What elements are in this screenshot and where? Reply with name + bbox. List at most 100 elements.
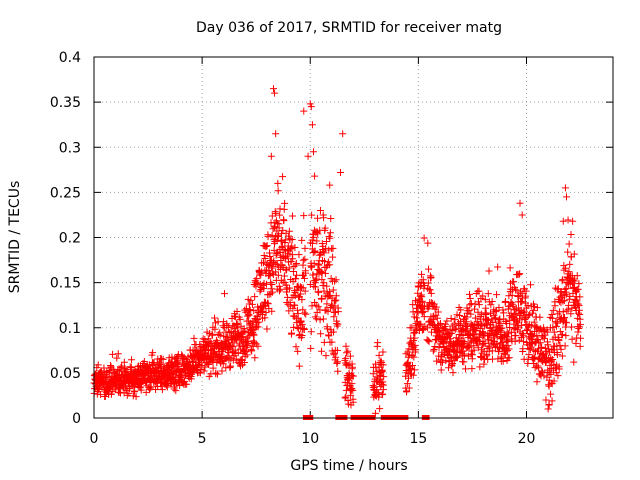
data-point: [301, 255, 309, 263]
data-point: [432, 303, 440, 311]
data-point: [261, 254, 269, 262]
data-point: [326, 261, 334, 269]
data-point: [424, 279, 432, 287]
data-point: [261, 314, 269, 322]
data-point: [538, 367, 546, 375]
data-point: [533, 323, 541, 331]
y-tick-label: 0.3: [59, 140, 81, 156]
data-point: [488, 347, 496, 355]
data-point: [572, 339, 580, 347]
data-point: [566, 260, 574, 268]
data-point: [345, 376, 353, 384]
data-point: [285, 227, 293, 235]
data-point: [503, 336, 511, 344]
data-point: [244, 338, 252, 346]
data-point: [447, 330, 455, 338]
data-point: [198, 362, 206, 370]
data-point: [369, 370, 377, 378]
data-point: [574, 285, 582, 293]
data-point: [318, 239, 326, 247]
data-point: [461, 365, 469, 373]
data-point: [309, 271, 317, 279]
data-point: [292, 275, 300, 283]
data-point: [218, 367, 226, 375]
data-point: [513, 286, 521, 294]
data-point: [412, 346, 420, 354]
data-point: [500, 309, 508, 317]
data-point: [516, 288, 524, 296]
data-point: [127, 356, 135, 364]
data-point: [308, 211, 316, 219]
data-point: [325, 332, 333, 340]
y-tick-label: 0.4: [59, 50, 81, 66]
data-point: [535, 364, 543, 372]
data-point: [279, 226, 287, 234]
data-point: [267, 152, 275, 160]
data-point: [420, 234, 428, 242]
data-point: [174, 360, 182, 368]
y-tick-labels: 0 0.05 0.1 0.15 0.2 0.25 0.3 0.35 0.4: [50, 50, 81, 427]
data-point: [106, 369, 114, 377]
data-point: [429, 347, 437, 355]
data-point: [318, 269, 326, 277]
data-point: [334, 308, 342, 316]
data-point: [530, 327, 538, 335]
data-point: [450, 320, 458, 328]
data-point: [555, 365, 563, 373]
data-point: [248, 300, 256, 308]
data-point: [379, 378, 387, 386]
data-point: [263, 325, 271, 333]
data-point: [272, 130, 280, 138]
data-point: [251, 293, 259, 301]
data-point: [343, 349, 351, 357]
data-point: [561, 264, 569, 272]
data-point: [293, 323, 301, 331]
data-point: [412, 304, 420, 312]
data-point: [264, 299, 272, 307]
data-point: [470, 305, 478, 313]
data-point: [117, 363, 125, 371]
data-point: [466, 290, 474, 298]
data-point: [329, 253, 337, 261]
data-point: [321, 269, 329, 277]
data-point: [233, 320, 241, 328]
data-point: [276, 285, 284, 293]
data-point: [479, 328, 487, 336]
data-point: [343, 361, 351, 369]
data-point: [479, 292, 487, 300]
data-point: [468, 365, 476, 373]
data-point: [506, 323, 514, 331]
data-point: [211, 325, 219, 333]
data-point: [504, 330, 512, 338]
data-point: [420, 325, 428, 333]
data-point: [526, 310, 534, 318]
data-point: [264, 233, 272, 241]
y-tick-label: 0.1: [59, 321, 81, 337]
data-point: [570, 358, 578, 366]
data-point: [514, 292, 522, 300]
data-point: [558, 277, 566, 285]
data-point: [325, 233, 333, 241]
data-point: [278, 237, 286, 245]
data-point: [524, 302, 532, 310]
chart-title: Day 036 of 2017, SRMTID for receiver mat…: [196, 20, 502, 36]
data-point: [538, 343, 546, 351]
data-point: [266, 253, 274, 261]
data-point: [337, 169, 345, 177]
data-point: [470, 346, 478, 354]
data-point: [276, 249, 284, 257]
data-point: [481, 296, 489, 304]
data-point: [516, 199, 524, 207]
data-point: [520, 309, 528, 317]
data-point: [411, 366, 419, 374]
data-point: [293, 271, 301, 279]
data-point: [544, 341, 552, 349]
data-point: [529, 332, 537, 340]
data-point: [460, 351, 468, 359]
data-point: [323, 282, 331, 290]
data-point: [318, 294, 326, 302]
data-point: [404, 348, 412, 356]
data-point: [214, 370, 222, 378]
data-point: [323, 237, 331, 245]
data-point: [278, 242, 286, 250]
